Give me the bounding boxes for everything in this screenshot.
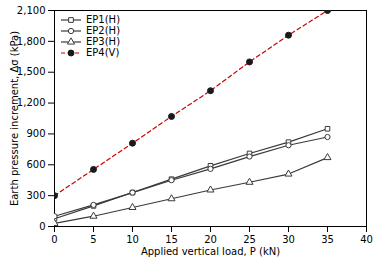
svg-text:1,800: 1,800 — [17, 36, 46, 47]
html-text:EP2(H): EP2(H) — [86, 25, 120, 36]
svg-text:15: 15 — [165, 234, 178, 245]
svg-text:25: 25 — [243, 234, 256, 245]
svg-text:10: 10 — [126, 234, 139, 245]
svg-text:20: 20 — [204, 234, 217, 245]
svg-text:0: 0 — [51, 234, 57, 245]
html-text:EP4(V): EP4(V) — [86, 47, 120, 58]
svg-text:40: 40 — [360, 234, 373, 245]
svg-text:Earth pressure increment, Δσ (: Earth pressure increment, Δσ (kPa) — [9, 31, 20, 206]
svg-text:Applied vertical load, P (kN): Applied vertical load, P (kN) — [141, 246, 280, 257]
svg-text:30: 30 — [282, 234, 295, 245]
html-text:EP3(H): EP3(H) — [86, 36, 120, 47]
svg-text:1,200: 1,200 — [17, 97, 46, 108]
svg-text:5: 5 — [90, 234, 96, 245]
html-text:EP1(H): EP1(H) — [86, 14, 120, 25]
svg-text:0: 0 — [39, 221, 45, 232]
svg-text:2,100: 2,100 — [17, 5, 46, 16]
svg-text:900: 900 — [26, 128, 45, 139]
svg-text:300: 300 — [26, 190, 45, 201]
svg-text:35: 35 — [321, 234, 334, 245]
svg-text:1,500: 1,500 — [17, 66, 46, 77]
svg-text:600: 600 — [26, 159, 45, 170]
